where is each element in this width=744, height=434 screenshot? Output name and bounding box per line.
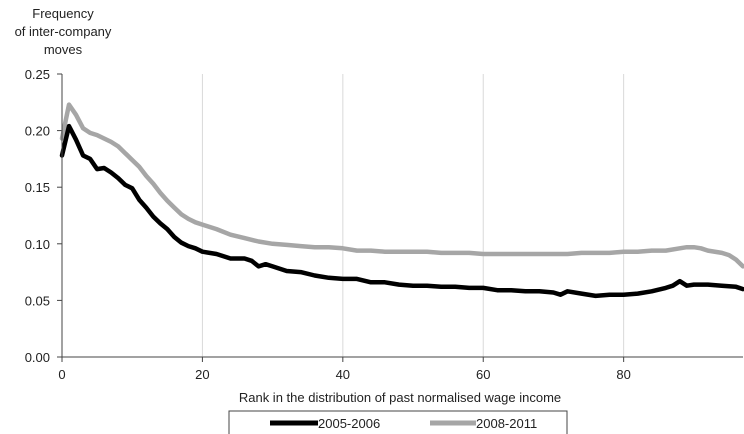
series-line-2008-2011	[59, 102, 744, 269]
x-tick-label: 80	[616, 367, 630, 382]
y-tick-label: 0.05	[25, 293, 50, 308]
legend-label-2008-2011: 2008-2011	[476, 416, 537, 431]
y-axis-title-line-2: of inter-company	[15, 24, 112, 39]
gridlines	[201, 74, 625, 357]
legend-box	[228, 410, 568, 434]
legend-label-2005-2006: 2005-2006	[318, 416, 380, 431]
x-axis-ticks: 0 20 40 60 80	[58, 357, 631, 382]
y-axis-title-line-3: moves	[44, 42, 83, 57]
x-tick-label: 20	[195, 367, 209, 382]
x-tick-label: 60	[476, 367, 490, 382]
x-tick-label: 40	[336, 367, 350, 382]
y-tick-label: 0.25	[25, 67, 50, 82]
series-line-2005-2006	[59, 123, 744, 299]
legend: 2005-2006 2008-2011	[228, 410, 568, 434]
series-lines	[59, 102, 744, 299]
y-axis-ticks: 0.00 0.05 0.10 0.15 0.20 0.25	[25, 67, 62, 365]
y-tick-label: 0.00	[25, 350, 50, 365]
x-tick-label: 0	[58, 367, 65, 382]
x-axis-title: Rank in the distribution of past normali…	[239, 390, 561, 405]
y-axis-title-line-1: Frequency	[32, 6, 94, 21]
y-tick-label: 0.15	[25, 180, 50, 195]
y-tick-label: 0.20	[25, 124, 50, 139]
y-tick-label: 0.10	[25, 237, 50, 252]
